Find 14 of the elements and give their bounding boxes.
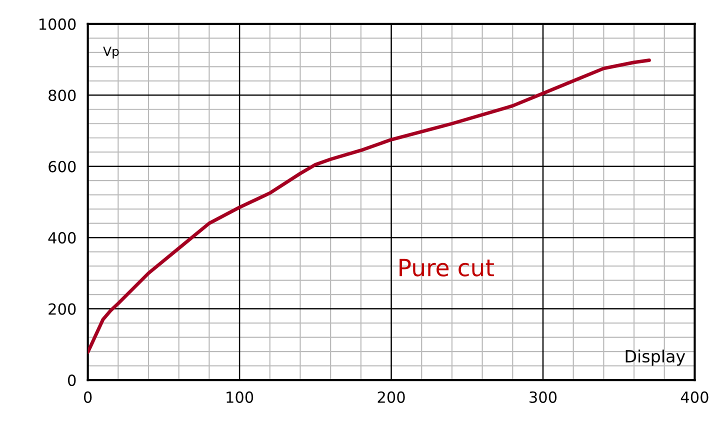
- y-tick-label: 0: [68, 374, 76, 386]
- x-tick-label: 100: [226, 391, 254, 403]
- y-tick-label: 400: [48, 232, 76, 244]
- x-tick-label: 400: [680, 391, 708, 403]
- y-axis-title: Vp: [103, 46, 119, 58]
- x-tick-label: 0: [84, 391, 92, 403]
- x-axis-title: Display: [626, 350, 686, 366]
- annotation: Pure cut: [400, 258, 494, 276]
- y-tick-label: 1000: [40, 18, 76, 30]
- y-tick-label: 200: [48, 303, 76, 315]
- y-tick-label: 800: [48, 90, 76, 102]
- y-tick-label: 600: [48, 160, 76, 172]
- x-tick-label: 300: [530, 391, 557, 403]
- x-tick-label: 200: [378, 391, 405, 403]
